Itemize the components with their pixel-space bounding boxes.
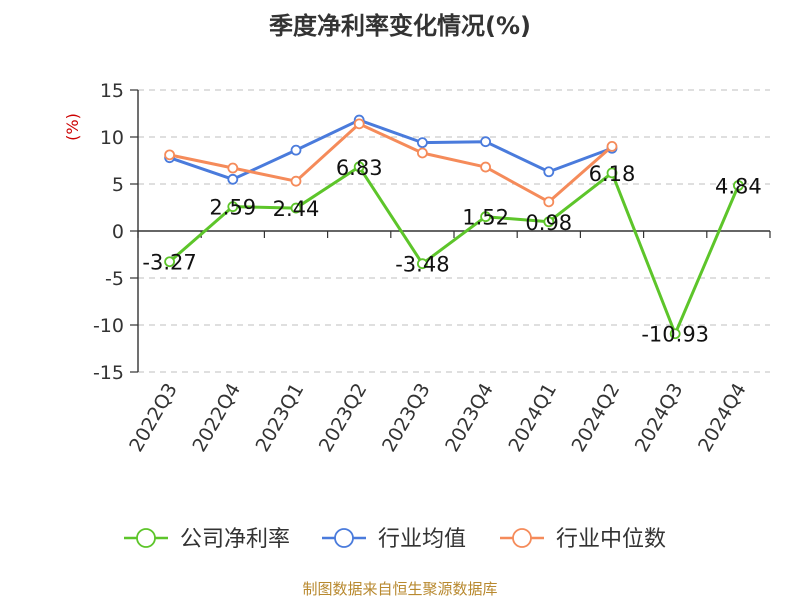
x-tick-label: 2024Q1	[504, 380, 561, 456]
x-tick-label: 2023Q4	[441, 379, 498, 455]
data-label: -3.27	[142, 251, 196, 275]
series-line	[169, 118, 613, 181]
y-tick-label: 0	[112, 221, 124, 243]
data-point	[543, 166, 555, 178]
y-tick-label: 5	[112, 174, 124, 196]
data-point	[227, 201, 239, 213]
x-tick-label: 2023Q1	[252, 380, 309, 456]
source-note: 制图数据来自恒生聚源数据库	[302, 580, 498, 598]
data-label: -3.48	[395, 253, 449, 277]
data-point	[416, 137, 428, 149]
x-tick-label: 2023Q2	[315, 380, 372, 456]
y-tick-label: -15	[93, 362, 124, 384]
legend-marker	[136, 528, 156, 548]
data-label: 1.52	[462, 206, 509, 230]
x-tick-label: 2024Q4	[694, 380, 751, 456]
x-tick-label: 2024Q2	[568, 380, 625, 456]
legend-label: 行业中位数	[556, 527, 666, 552]
data-point	[416, 147, 428, 159]
data-point	[543, 216, 555, 228]
y-axis-unit: (%)	[63, 113, 82, 141]
data-point	[290, 202, 302, 214]
data-point	[416, 258, 428, 270]
data-label: 6.18	[589, 162, 636, 186]
data-label: 6.83	[336, 156, 383, 180]
legend-label: 公司净利率	[180, 527, 290, 552]
data-point	[290, 144, 302, 156]
data-point	[227, 173, 239, 185]
data-label: 0.98	[525, 211, 572, 235]
data-point	[164, 256, 176, 268]
data-point	[480, 161, 492, 173]
data-point	[733, 180, 744, 191]
y-tick-label: 10	[100, 127, 124, 149]
data-point	[480, 136, 492, 148]
data-label: -10.93	[641, 323, 709, 347]
y-tick-label: -10	[93, 315, 124, 337]
data-point	[606, 167, 618, 179]
series-line	[168, 165, 740, 336]
legend-label: 行业均值	[378, 527, 466, 552]
x-tick-label: 2022Q3	[125, 380, 182, 456]
data-point	[353, 118, 365, 130]
chart-title: 季度净利率变化情况(%)	[269, 12, 531, 40]
x-tick-label: 2024Q3	[631, 380, 688, 456]
series-line	[169, 122, 613, 204]
data-point	[480, 211, 492, 223]
data-point	[606, 140, 618, 152]
y-tick-label: 15	[100, 80, 124, 102]
data-point	[669, 328, 681, 340]
data-label: 4.84	[715, 175, 762, 199]
x-tick-label: 2023Q3	[378, 380, 435, 456]
data-label: 2.44	[273, 197, 320, 221]
x-tick-label: 2022Q4	[188, 380, 245, 456]
data-label: 2.59	[209, 196, 256, 220]
y-tick-label: -5	[105, 268, 124, 290]
data-point	[164, 149, 176, 161]
legend-marker	[512, 528, 532, 548]
data-point	[543, 196, 555, 208]
data-point	[227, 162, 239, 174]
data-point	[353, 161, 365, 173]
data-point	[290, 175, 302, 187]
legend-marker	[334, 528, 354, 548]
